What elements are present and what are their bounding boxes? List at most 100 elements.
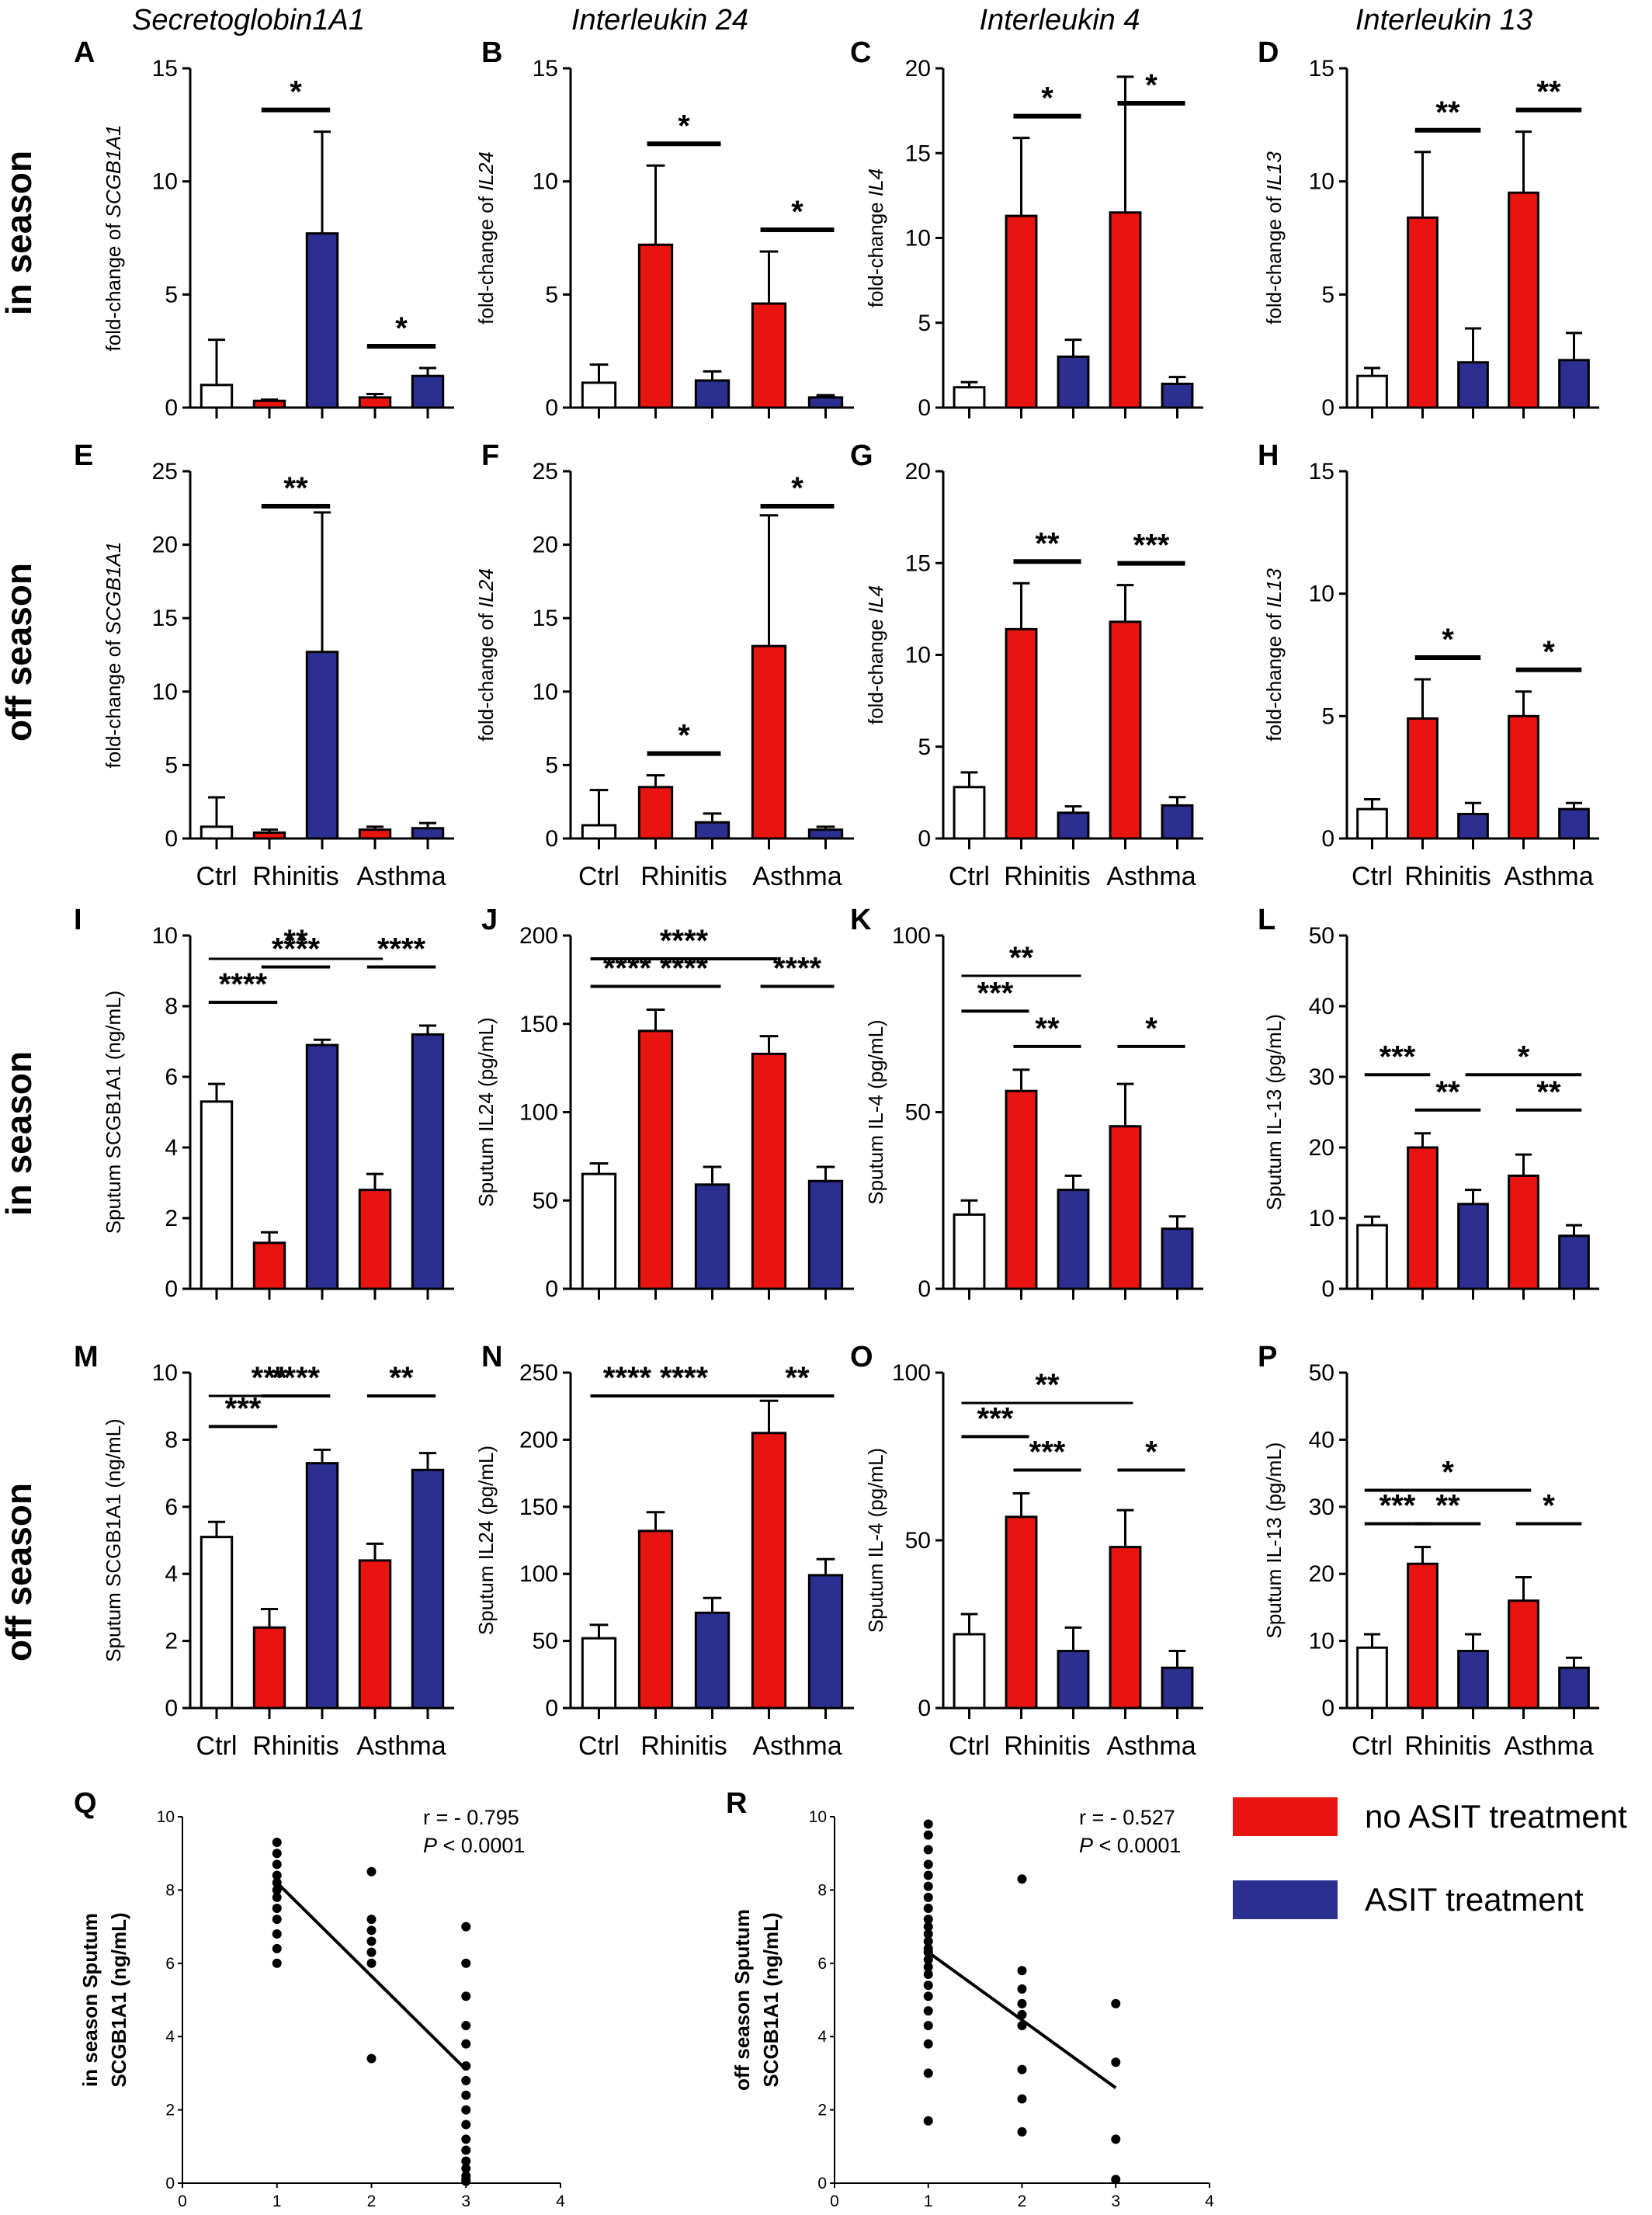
bar [1005,214,1038,409]
y-tick-label: 5 [918,311,931,336]
bar [1508,1599,1539,1710]
data-point [923,2116,933,2126]
data-point [366,1958,377,1968]
y-axis-label: SCGB1A1 (ng/mL) [107,1912,130,2087]
significance-label: ** [672,1361,696,1395]
panel-B: B 0 5 10 15 fold-change of IL24 * * [474,36,854,421]
data-point [272,1929,282,1939]
y-tick-label: 4 [817,2028,827,2046]
significance-label: * [395,311,408,345]
y-axis-label: fold-change IL4 [864,585,887,724]
y-axis-label: Sputum IL-13 (pg/mL) [1262,1443,1286,1639]
y-axis-label: in season Sputum [78,1913,102,2087]
y-axis-label: Sputum SCGB1A1 (ng/mL) [102,991,125,1234]
significance-label: * [1442,1455,1454,1489]
bar [252,399,286,409]
data-point [461,2090,471,2100]
data-point [272,1849,282,1859]
y-tick-label: 0 [165,1276,178,1302]
panel-M: M 0 2 4 6 8 10 Sputum SCGB1A1 (ng/mL) Ctrl Rhinit… [74,1341,454,1761]
bar [200,1536,234,1710]
significance-label: **** [603,1361,652,1395]
x-tick-label: 1 [272,2192,282,2210]
y-tick-label: 200 [519,1427,558,1453]
y-tick-label: 8 [817,1881,827,1899]
data-point [272,1870,282,1880]
y-axis-label: fold-change IL4 [864,168,887,307]
row-label-in-season-1: in season [0,151,39,315]
category-label: Asthma [1504,1731,1593,1761]
significance-label: ** [389,1361,414,1395]
data-point [272,1943,282,1953]
bar [1407,717,1439,840]
bar [200,1100,234,1290]
data-point [272,1885,282,1895]
data-point [272,1904,282,1913]
data-point [366,1915,377,1925]
bar [358,396,392,409]
significance-label: ** [1435,1075,1460,1109]
y-tick-label: 4 [165,1561,178,1587]
y-tick-label: 20 [1309,1561,1334,1587]
column-header-il24: Interleukin 24 [571,4,748,36]
y-tick-label: 0 [918,1276,931,1302]
category-label: Asthma [752,1731,842,1761]
y-axis-label: SCGB1A1 (ng/mL) [759,1912,783,2087]
data-point [272,1892,282,1902]
category-label: Rhinitis [1004,1731,1090,1761]
panel-letter: R [726,1787,747,1820]
panel-Q: Q024681001234mRQLQ scorein season Sputum… [74,1787,565,2210]
y-tick-label: 15 [533,606,558,631]
significance-label: ** [1035,1368,1060,1402]
data-point [461,1922,471,1932]
y-tick-label: 5 [1321,703,1334,729]
data-point [1017,2009,1027,2019]
y-tick-label: 0 [918,826,931,852]
data-point [923,2006,933,2016]
y-tick-label: 0 [545,826,558,852]
y-tick-label: 200 [519,923,558,949]
bar [807,828,844,840]
panel-letter: B [481,36,502,69]
significance-label: * [791,195,803,229]
category-label: Ctrl [949,1731,990,1761]
significance-label: *** [1133,529,1170,563]
panel-letter: L [1258,904,1275,936]
bar [751,1432,787,1710]
y-tick-label: 150 [519,1495,558,1520]
data-point [461,2061,471,2071]
data-point [366,1947,377,1957]
legend-swatch-asit [1233,1880,1338,1919]
bar [1057,1189,1090,1290]
panel-F: F 0 5 10 15 20 25 fold-change of IL24 Ctrl Rhinit… [474,439,854,891]
panel-P: P 0 10 20 30 40 50 Sputum IL-13 (pg/mL) Ctrl Rhin… [1258,1341,1599,1761]
significance-label: **** [272,1361,321,1395]
significance-label: *** [1029,1436,1066,1470]
column-header-il13: Interleukin 13 [1355,4,1532,36]
y-tick-label: 6 [165,1495,178,1520]
y-tick-label: 0 [1321,1276,1334,1302]
panel-letter: H [1258,439,1279,472]
category-label: Ctrl [1352,862,1393,891]
significance-label: ** [785,1361,810,1395]
bar [1457,812,1489,840]
bar [252,1626,286,1710]
data-point [461,2164,471,2174]
y-tick-label: 40 [1309,994,1334,1019]
data-point [923,1870,933,1880]
y-axis-label: off season Sputum [731,1909,754,2091]
y-tick-label: 2 [817,2102,827,2120]
bar [358,1189,392,1290]
significance-label: **** [219,967,268,1002]
data-point [923,2039,933,2049]
y-tick-label: 20 [905,459,931,484]
bar [637,1029,674,1290]
bar [1109,211,1142,409]
y-tick-label: 10 [533,679,558,705]
category-label: Asthma [1106,862,1196,891]
panel-letter: G [850,439,873,472]
bar [1161,1666,1194,1710]
panel-A: A 0 5 10 15 fold-change of SCGB1A1 * * [74,36,454,421]
data-point [461,1958,471,1968]
